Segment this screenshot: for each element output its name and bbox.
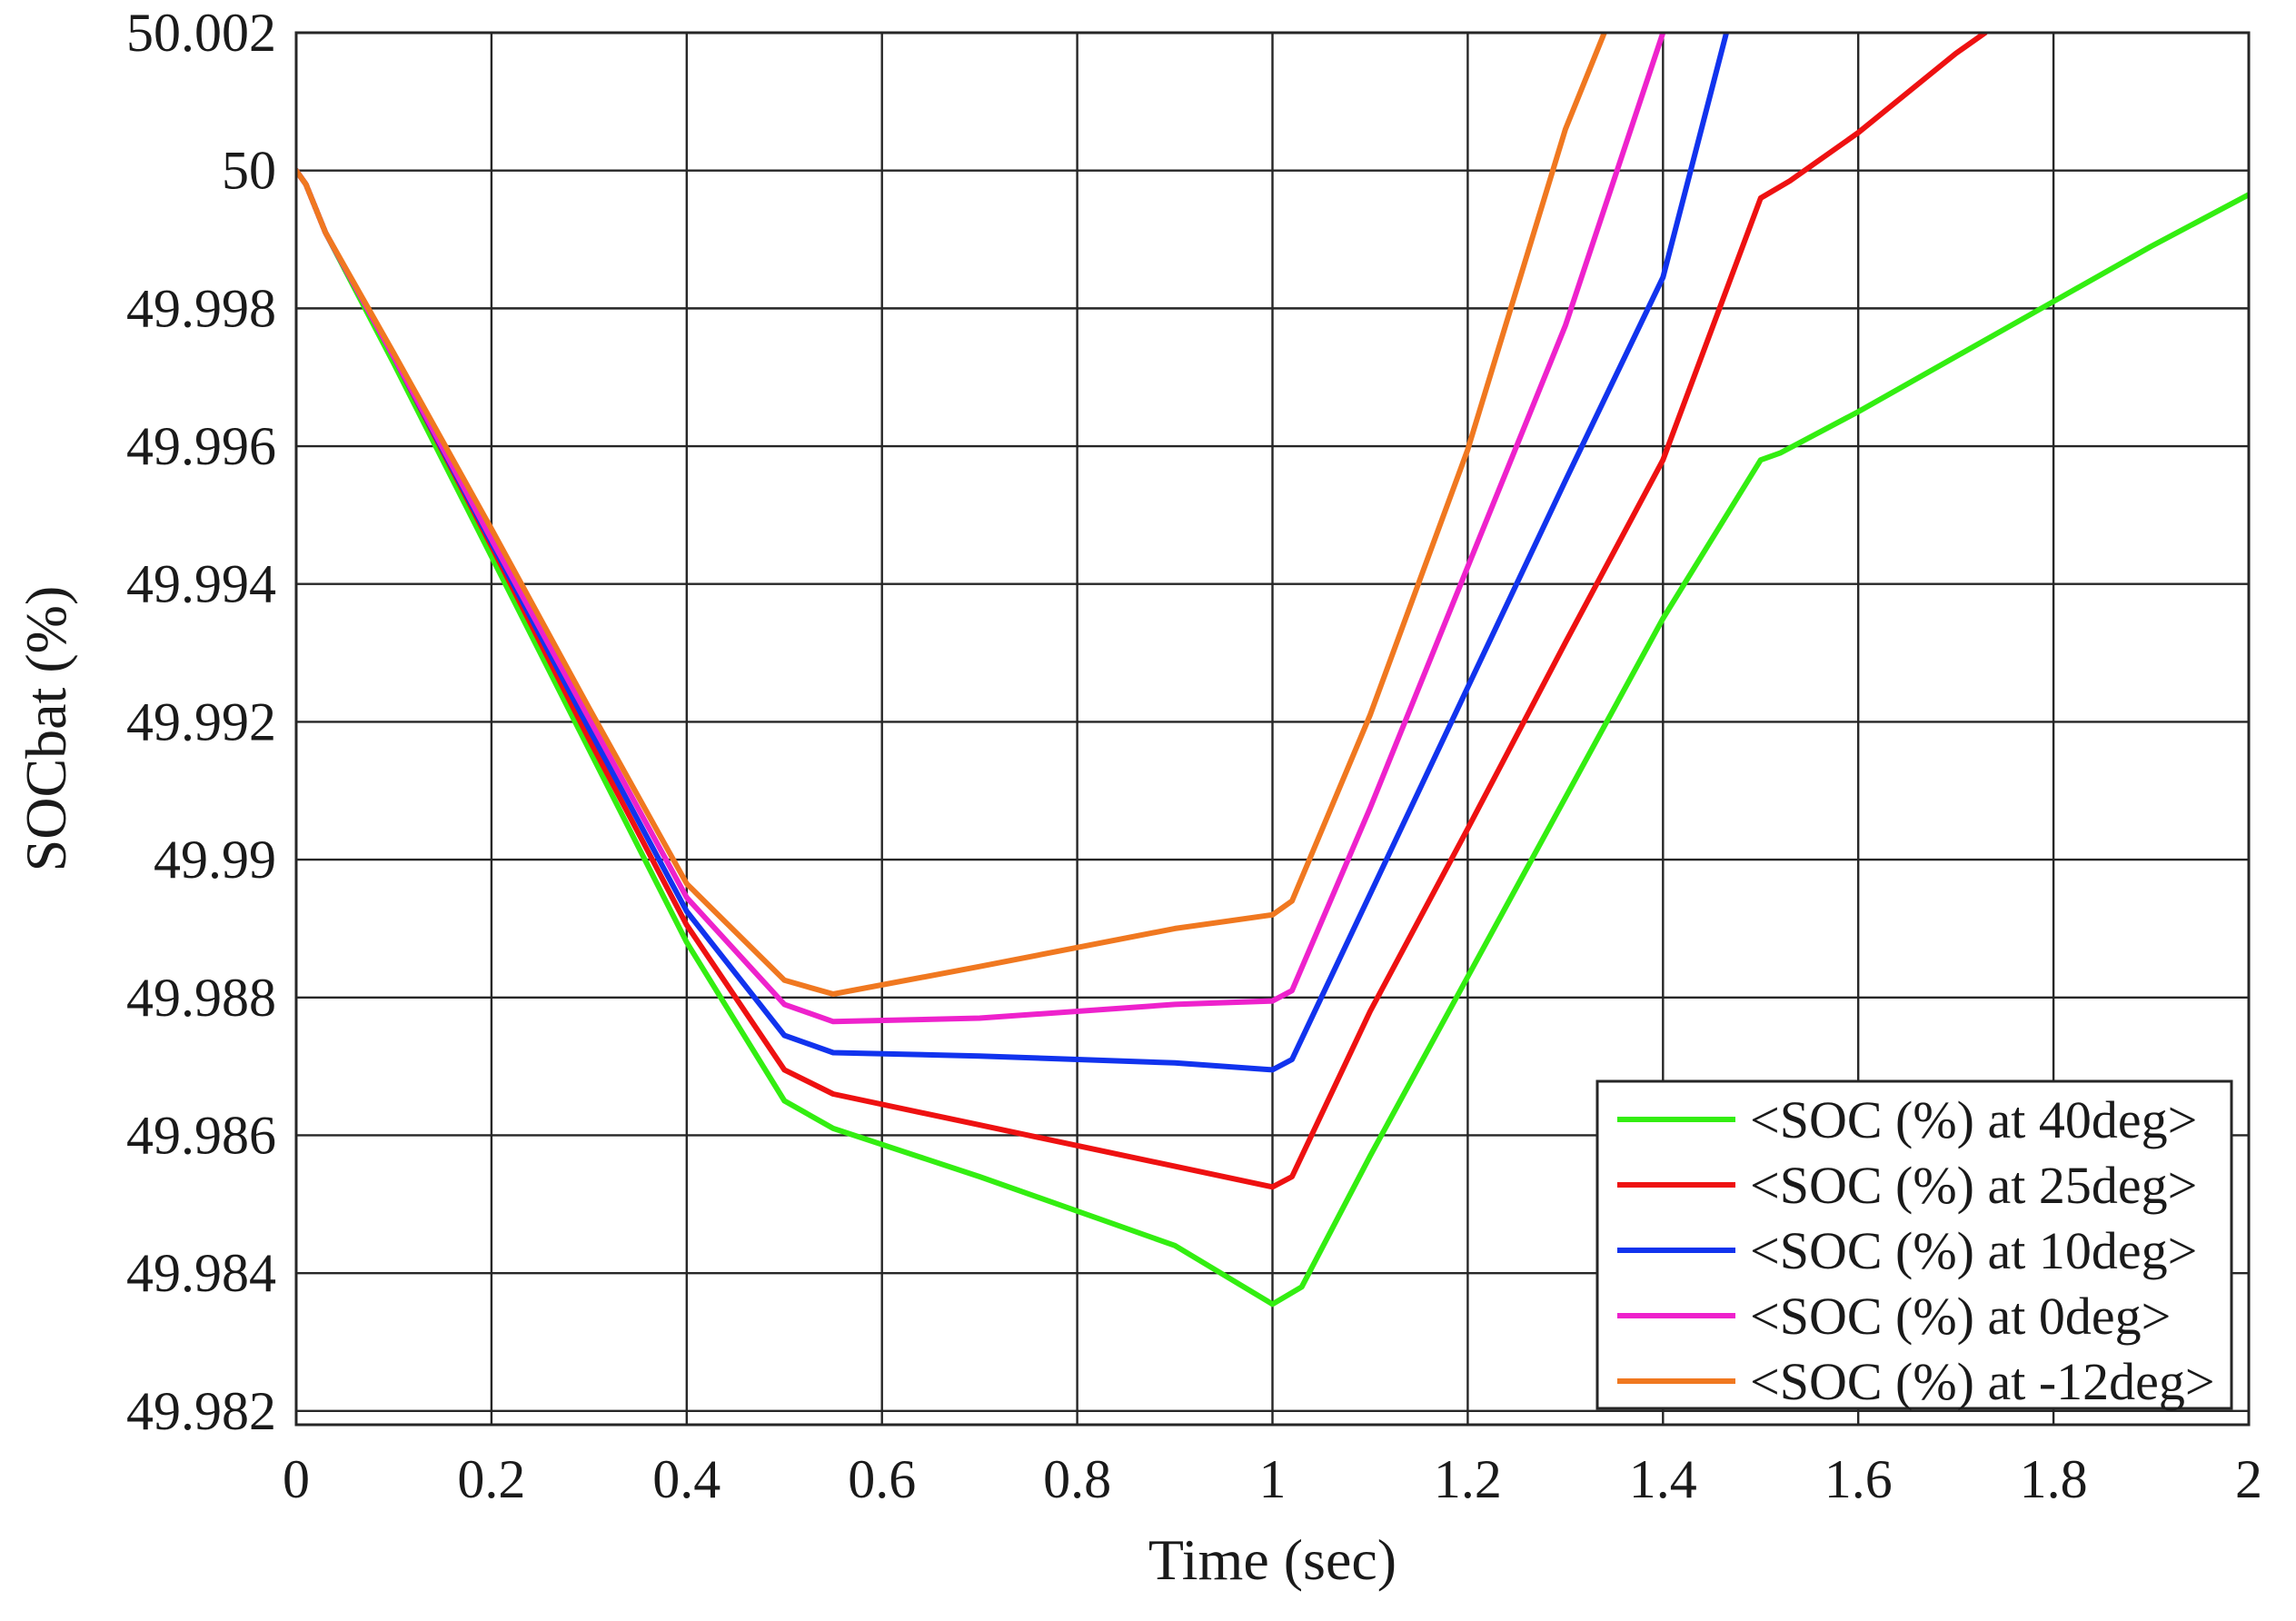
series-layer xyxy=(296,33,2249,1308)
y-tick-label: 50.002 xyxy=(126,3,276,63)
y-tick-label: 49.982 xyxy=(126,1381,276,1441)
x-tick-label: 0.8 xyxy=(1043,1449,1111,1509)
y-tick-label: 49.992 xyxy=(126,691,276,751)
legend-entry-0: <SOC (%) at 40deg> xyxy=(1750,1090,2197,1149)
y-tick-label: 49.984 xyxy=(126,1243,276,1303)
y-tick-label: 49.988 xyxy=(126,968,276,1028)
x-tick-label: 0.2 xyxy=(457,1449,525,1509)
legend-entry-4: <SOC (%) at -12deg> xyxy=(1750,1352,2215,1411)
x-axis-title: Time (sec) xyxy=(1148,1527,1396,1592)
x-tick-label: 1.2 xyxy=(1434,1449,1502,1509)
y-tick-label: 49.99 xyxy=(154,830,276,890)
series-line-4 xyxy=(296,33,1607,997)
series-line-0 xyxy=(296,167,2249,1308)
y-tick-label: 50 xyxy=(222,141,276,201)
y-tick-labels: 49.982 49.984 49.986 49.988 49.99 49.992 49.99… xyxy=(126,3,276,1441)
x-tick-label: 0.4 xyxy=(652,1449,721,1509)
plot-frame xyxy=(294,31,2251,1427)
y-tick-label: 49.994 xyxy=(126,554,276,614)
y-axis-title: SOCbat (%) xyxy=(14,586,78,872)
legend-entry-2: <SOC (%) at 10deg> xyxy=(1750,1221,2197,1280)
legend-box xyxy=(1595,1079,2233,1410)
y-tick-label: 49.996 xyxy=(126,416,276,476)
legend-entry-3: <SOC (%) at 0deg> xyxy=(1750,1287,2171,1346)
y-tick-label: 49.986 xyxy=(126,1105,276,1165)
x-tick-label: 0 xyxy=(283,1449,310,1509)
x-tick-label: 2 xyxy=(2235,1449,2262,1509)
y-tick-label: 49.998 xyxy=(126,278,276,338)
legend: <SOC (%) at 40deg> <SOC (%) at 25deg> <SOC… xyxy=(1595,1079,2233,1411)
x-tick-label: 1 xyxy=(1259,1449,1287,1509)
x-tick-label: 1.4 xyxy=(1629,1449,1697,1509)
x-tick-label: 1.8 xyxy=(2020,1449,2088,1509)
x-tick-labels: 0 0.2 0.4 0.6 0.8 1 1.2 1.4 1.6 1.8 2 xyxy=(283,1449,2262,1509)
x-tick-label: 1.6 xyxy=(1824,1449,1893,1509)
x-tick-label: 0.6 xyxy=(848,1449,916,1509)
legend-entry-1: <SOC (%) at 25deg> xyxy=(1750,1156,2197,1215)
